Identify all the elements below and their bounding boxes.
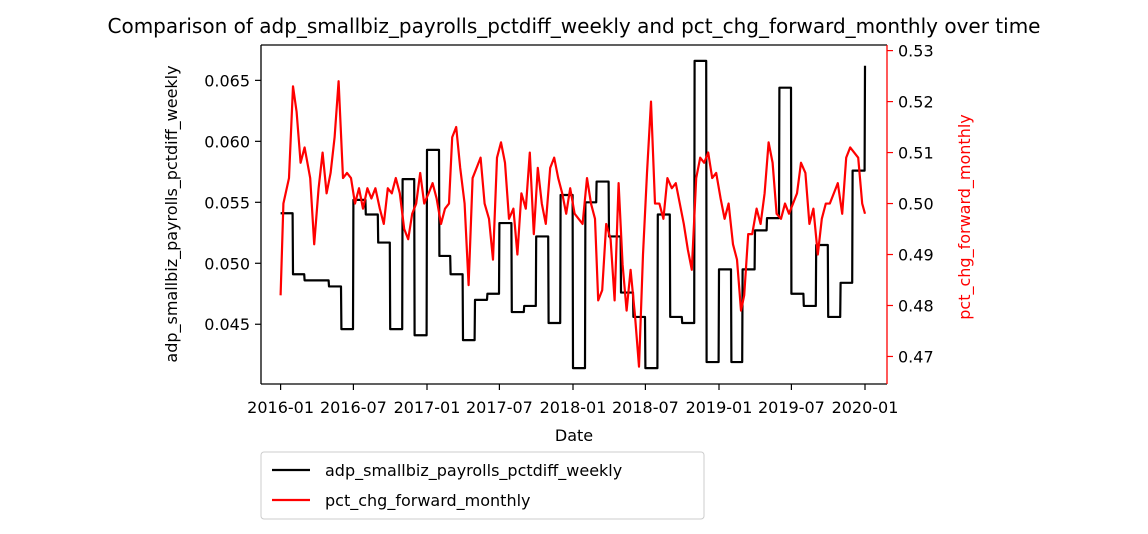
left-y-axis-label: adp_smallbiz_payrolls_pctdiff_weekly [162,65,182,362]
legend-label-pct-chg-forward: pct_chg_forward_monthly [325,491,531,511]
right-y-tick-label: 0.51 [898,144,934,163]
x-tick-label: 2016-01 [247,398,314,417]
left-y-tick-label: 0.065 [204,71,250,90]
x-tick-label: 2016-07 [320,398,387,417]
x-axis-label: Date [555,426,593,445]
x-tick-label: 2017-07 [466,398,533,417]
left-y-axis-ticks: 0.045 0.050 0.055 0.060 0.065 [204,71,261,334]
right-y-tick-label: 0.48 [898,296,934,315]
right-y-tick-label: 0.47 [898,347,934,366]
chart-title: Comparison of adp_smallbiz_payrolls_pctd… [108,14,1041,38]
legend-label-adp-smallbiz: adp_smallbiz_payrolls_pctdiff_weekly [325,461,622,481]
x-tick-label: 2017-01 [394,398,461,417]
right-y-tick-label: 0.52 [898,93,934,112]
left-y-tick-label: 0.050 [204,254,250,273]
series-line-pct-chg-forward [279,80,867,368]
right-y-tick-label: 0.50 [898,195,934,214]
right-y-tick-label: 0.49 [898,246,934,265]
x-axis-ticks: 2016-01 2016-07 2017-01 2017-07 2018-01 2018-… [247,384,898,417]
right-y-axis-label: pct_chg_forward_monthly [955,114,975,320]
series-layer [279,59,867,370]
series-line-adp-smallbiz [280,59,867,370]
legend: adp_smallbiz_payrolls_pctdiff_weekly pct… [260,451,705,520]
left-y-tick-label: 0.045 [204,315,250,334]
x-tick-label: 2018-07 [612,398,679,417]
left-y-tick-label: 0.060 [204,132,250,151]
x-tick-label: 2018-01 [540,398,607,417]
right-y-tick-label: 0.53 [898,42,934,61]
left-y-tick-label: 0.055 [204,193,250,212]
x-tick-label: 2020-01 [832,398,899,417]
legend-box [260,451,705,520]
x-tick-label: 2019-01 [686,398,753,417]
right-y-axis-ticks: 0.47 0.48 0.49 0.50 0.51 0.52 0.53 [887,42,934,366]
x-tick-label: 2019-07 [758,398,825,417]
